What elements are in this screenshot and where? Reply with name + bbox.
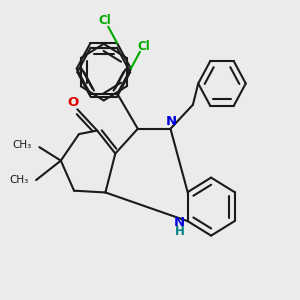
- Text: Cl: Cl: [137, 40, 150, 52]
- Text: N: N: [174, 216, 185, 230]
- Text: N: N: [166, 115, 177, 128]
- Text: O: O: [68, 96, 79, 110]
- Text: H: H: [174, 225, 184, 238]
- Text: Cl: Cl: [98, 14, 111, 28]
- Text: CH₃: CH₃: [10, 175, 29, 185]
- Text: CH₃: CH₃: [13, 140, 32, 150]
